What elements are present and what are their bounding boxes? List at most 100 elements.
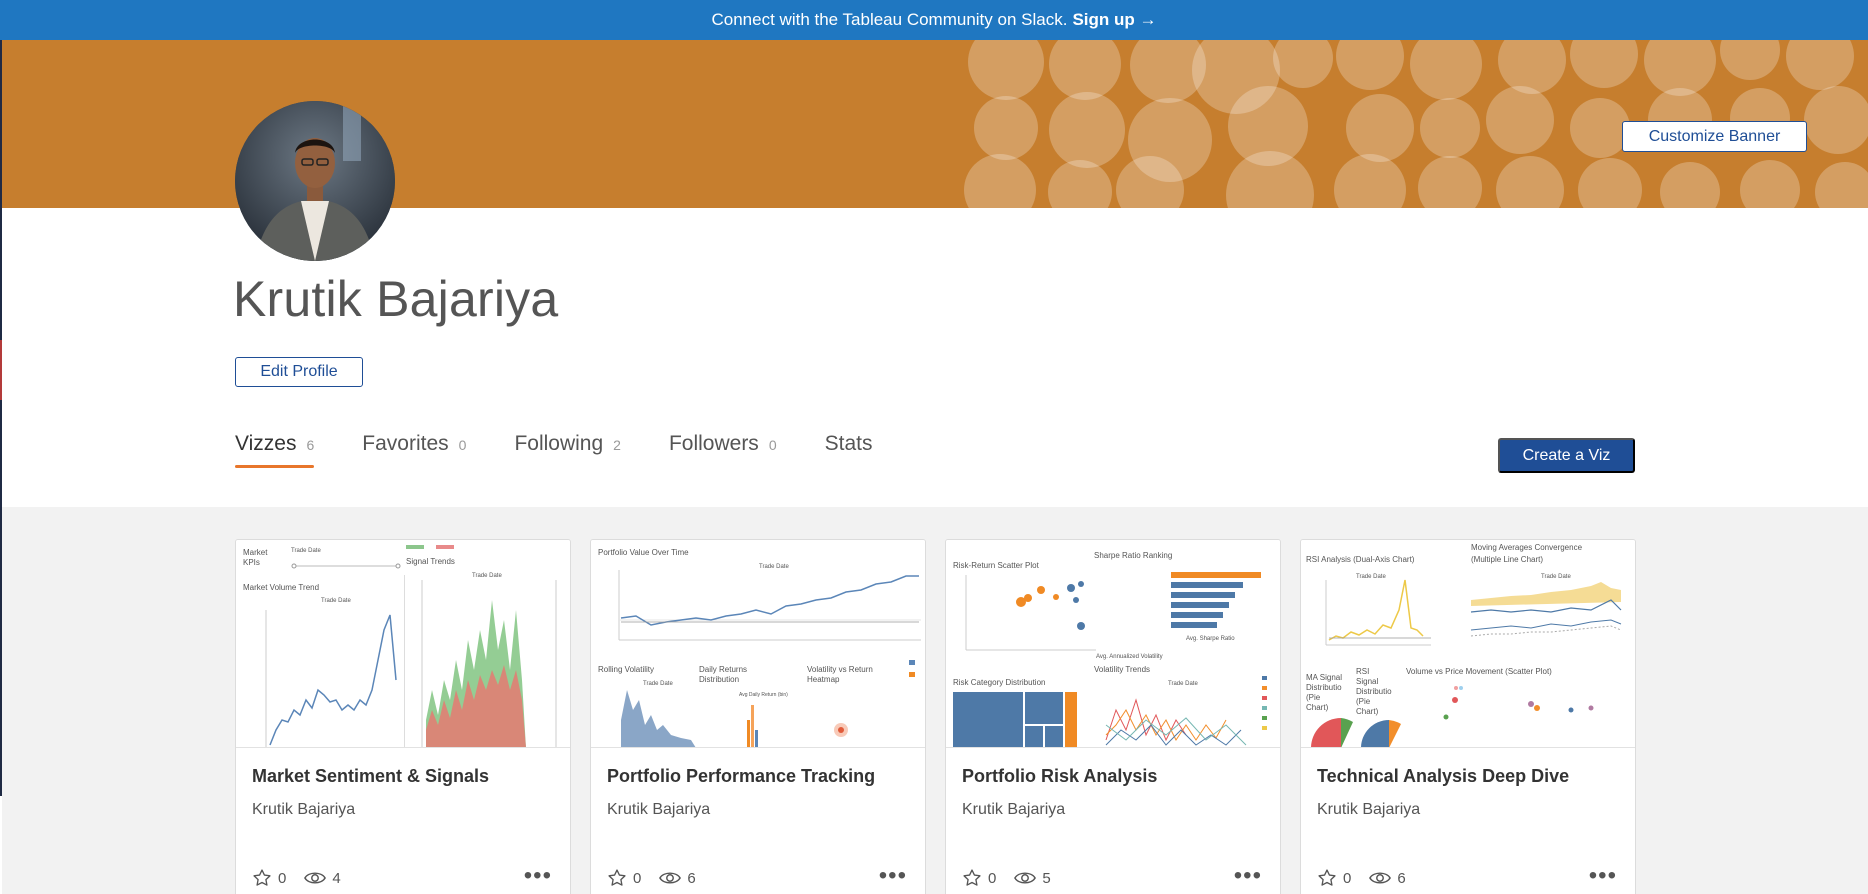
- tab-count: 0: [458, 437, 467, 453]
- more-options-icon[interactable]: •••: [1233, 862, 1262, 889]
- viz-author[interactable]: Krutik Bajariya: [252, 801, 356, 818]
- tab-label: Vizzes: [235, 432, 297, 455]
- tab-stats[interactable]: Stats: [825, 432, 873, 468]
- tab-count: 0: [768, 437, 777, 453]
- thumb-label: Volatility vs Return: [807, 665, 873, 674]
- slack-signup-link[interactable]: Sign up →: [1072, 10, 1157, 29]
- more-options-icon[interactable]: •••: [523, 862, 552, 889]
- customize-banner-button[interactable]: Customize Banner: [1622, 121, 1807, 152]
- favorite-count: 0: [633, 869, 642, 887]
- left-edge-accent: [0, 340, 2, 400]
- thumb-label: Daily Returns: [699, 665, 747, 674]
- create-viz-button[interactable]: Create a Viz: [1498, 438, 1635, 473]
- viz-author[interactable]: Krutik Bajariya: [962, 801, 1066, 818]
- thumb-label: Signal: [1356, 677, 1378, 686]
- viz-thumbnail[interactable]: Portfolio Value Over Time Trade Date Rol…: [591, 540, 925, 748]
- star-icon[interactable]: [607, 868, 627, 888]
- tab-vizzes[interactable]: Vizzes 6: [235, 432, 315, 468]
- viz-card[interactable]: RSI Analysis (Dual-Axis Chart) Trade Dat…: [1300, 539, 1636, 894]
- profile-name: Krutik Bajariya: [233, 271, 559, 327]
- tab-label: Following: [514, 432, 604, 455]
- viz-thumbnail[interactable]: Risk-Return Scatter Plot Avg. Annualized…: [946, 540, 1280, 748]
- eye-icon: [1369, 869, 1392, 887]
- viz-author[interactable]: Krutik Bajariya: [607, 801, 711, 818]
- thumb-label: Sharpe Ratio Ranking: [1094, 551, 1172, 560]
- viz-title[interactable]: Portfolio Performance Tracking: [607, 766, 876, 786]
- avatar-photo: [235, 101, 395, 261]
- slack-community-banner: Connect with the Tableau Community on Sl…: [0, 0, 1868, 40]
- star-icon[interactable]: [252, 868, 272, 888]
- left-edge-strip: [0, 40, 2, 796]
- thumb-label: Trade Date: [1168, 681, 1198, 687]
- tab-followers[interactable]: Followers 0: [669, 432, 777, 468]
- thumb-label: Market Volume Trend: [243, 583, 319, 592]
- viz-stats: 0 4: [252, 868, 359, 888]
- thumb-label: Risk Category Distribution: [953, 678, 1045, 687]
- viz-card[interactable]: Market KPIs Trade Date Signal Trends Mar…: [235, 539, 571, 894]
- thumb-label: Trade Date: [1356, 574, 1386, 580]
- viz-stats: 0 6: [1317, 868, 1424, 888]
- thumb-label: Distributio: [1356, 687, 1392, 696]
- viz-thumbnail[interactable]: RSI Analysis (Dual-Axis Chart) Trade Dat…: [1301, 540, 1635, 748]
- thumb-label: (Multiple Line Chart): [1471, 555, 1543, 564]
- slack-banner-text: Connect with the Tableau Community on Sl…: [711, 10, 1068, 29]
- star-icon[interactable]: [962, 868, 982, 888]
- viz-stats: 0 5: [962, 868, 1069, 888]
- thumb-label: Avg Daily Return (bin): [739, 692, 788, 698]
- viz-card[interactable]: Portfolio Value Over Time Trade Date Rol…: [590, 539, 926, 894]
- more-options-icon[interactable]: •••: [1588, 862, 1617, 889]
- thumb-label: (Pie: [1306, 693, 1321, 702]
- viz-author[interactable]: Krutik Bajariya: [1317, 801, 1421, 818]
- thumb-label: Signal Trends: [406, 557, 455, 566]
- tab-label: Stats: [824, 432, 873, 455]
- thumb-label: RSI: [1356, 667, 1369, 676]
- thumb-label: Trade Date: [759, 564, 789, 570]
- favorite-count: 0: [988, 869, 997, 887]
- tab-favorites[interactable]: Favorites 0: [362, 432, 466, 468]
- thumb-label: Trade Date: [291, 548, 321, 554]
- tab-label: Favorites: [362, 432, 449, 455]
- thumb-label: Trade Date: [1541, 574, 1571, 580]
- thumb-label: RSI Analysis (Dual-Axis Chart): [1306, 555, 1415, 564]
- thumb-label: Trade Date: [472, 573, 502, 579]
- thumb-label: Trade Date: [321, 598, 351, 604]
- viz-stats: 0 6: [607, 868, 714, 888]
- eye-icon: [304, 869, 327, 887]
- thumb-label: Trade Date: [643, 681, 673, 687]
- thumb-label: Distributio: [1306, 683, 1342, 692]
- star-icon[interactable]: [1317, 868, 1337, 888]
- thumb-label: Portfolio Value Over Time: [598, 548, 689, 557]
- thumb-label: Volume vs Price Movement (Scatter Plot): [1406, 667, 1552, 676]
- eye-icon: [1014, 869, 1037, 887]
- thumb-label: Chart): [1356, 707, 1379, 716]
- avatar[interactable]: [235, 101, 395, 261]
- thumb-label: Market: [243, 548, 268, 557]
- viz-title[interactable]: Technical Analysis Deep Dive: [1317, 766, 1570, 786]
- viz-title[interactable]: Market Sentiment & Signals: [252, 766, 490, 786]
- tab-following[interactable]: Following 2: [514, 432, 621, 468]
- thumb-label: MA Signal: [1306, 673, 1342, 682]
- thumb-label: Moving Averages Convergence: [1471, 543, 1583, 552]
- tab-count: 6: [306, 437, 315, 453]
- thumb-label: Risk-Return Scatter Plot: [953, 561, 1040, 570]
- edit-profile-button[interactable]: Edit Profile: [235, 357, 363, 387]
- viz-title[interactable]: Portfolio Risk Analysis: [962, 766, 1158, 786]
- thumb-label: Rolling Volatility: [598, 665, 654, 674]
- eye-icon: [659, 869, 682, 887]
- tab-count: 2: [613, 437, 621, 453]
- thumb-label: Avg. Sharpe Ratio: [1186, 636, 1235, 642]
- thumb-label: (Pie: [1356, 697, 1371, 706]
- more-options-icon[interactable]: •••: [878, 862, 907, 889]
- thumb-label: Distribution: [699, 675, 739, 684]
- profile-tabs: Vizzes 6 Favorites 0 Following 2 Followers 0…: [235, 432, 920, 468]
- favorite-count: 0: [278, 869, 287, 887]
- thumb-label: KPIs: [243, 558, 260, 567]
- view-count: 6: [687, 869, 696, 887]
- viz-card[interactable]: Risk-Return Scatter Plot Avg. Annualized…: [945, 539, 1281, 894]
- thumb-label: Chart): [1306, 703, 1329, 712]
- viz-thumbnail[interactable]: Market KPIs Trade Date Signal Trends Mar…: [236, 540, 570, 748]
- view-count: 5: [1042, 869, 1051, 887]
- thumb-label: Volatility Trends: [1094, 665, 1150, 674]
- view-count: 4: [332, 869, 341, 887]
